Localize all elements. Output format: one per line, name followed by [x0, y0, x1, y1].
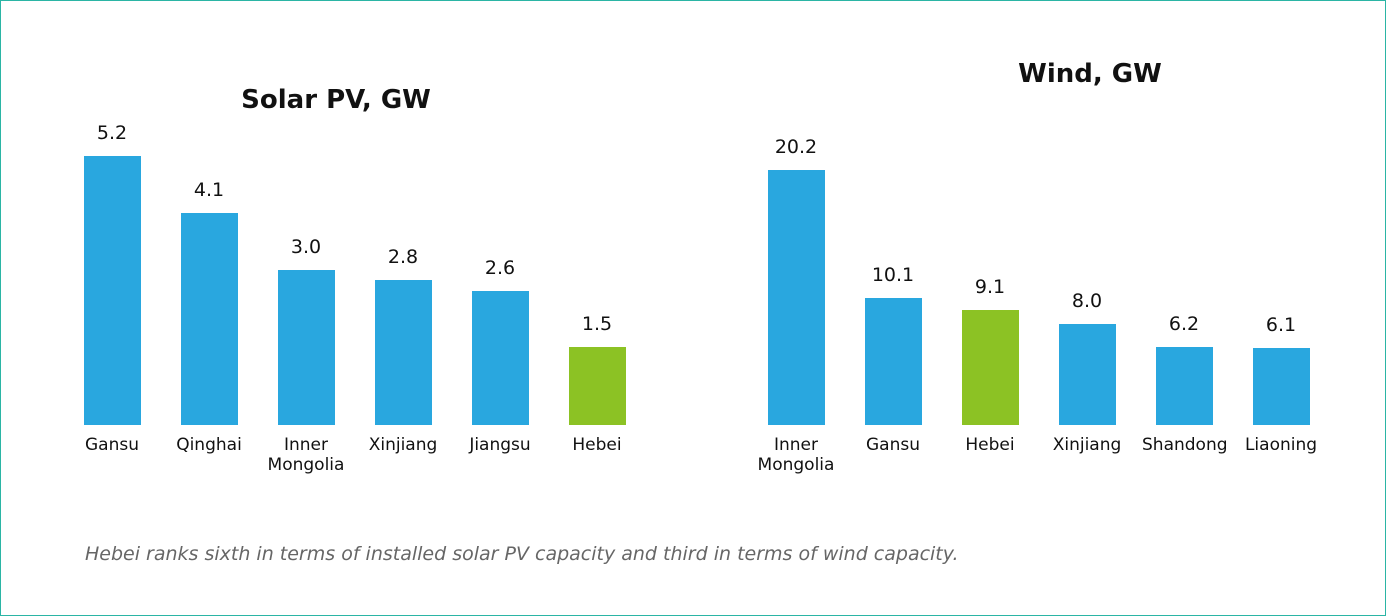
bar	[471, 290, 529, 425]
x-tick-label: Gansu	[866, 435, 920, 455]
value-label: 6.2	[1168, 312, 1200, 335]
x-tick-label: Hebei	[572, 435, 622, 455]
bar	[864, 297, 922, 425]
bar	[180, 213, 238, 425]
value-label: 3.0	[290, 235, 322, 258]
x-tick-label: Liaoning	[1244, 435, 1318, 455]
bar	[767, 170, 825, 425]
value-label: 10.1	[871, 263, 915, 286]
x-tick-label: Inner Mongolia	[757, 435, 835, 475]
bar	[277, 269, 335, 425]
bar	[374, 280, 432, 425]
chart-title: Wind, GW	[1018, 59, 1162, 89]
x-tick-label: Qinghai	[176, 435, 242, 455]
x-tick-label: Hebei	[965, 435, 1015, 455]
value-label: 1.5	[581, 313, 613, 336]
value-label: 5.2	[96, 122, 128, 145]
bar	[961, 310, 1019, 425]
x-tick-label: Inner Mongolia	[267, 435, 345, 475]
bar	[1155, 346, 1213, 425]
value-label: 6.1	[1265, 314, 1297, 337]
value-label: 2.6	[484, 256, 516, 279]
bar	[568, 347, 626, 425]
x-tick-label: Xinjiang	[1052, 435, 1122, 455]
x-tick-label: Shandong	[1142, 435, 1228, 455]
x-tick-label: Jiangsu	[469, 435, 531, 455]
value-label: 4.1	[193, 179, 225, 202]
value-label: 2.8	[387, 246, 419, 269]
value-label: 8.0	[1071, 290, 1103, 313]
x-tick-label: Xinjiang	[368, 435, 438, 455]
x-tick-label: Gansu	[85, 435, 139, 455]
caption: Hebei ranks sixth in terms of installed …	[85, 543, 959, 565]
value-label: 20.2	[774, 136, 818, 159]
value-label: 9.1	[974, 276, 1006, 299]
chart-title: Solar PV, GW	[241, 85, 431, 115]
bar	[83, 156, 141, 425]
bar	[1252, 348, 1310, 425]
bar	[1058, 324, 1116, 425]
